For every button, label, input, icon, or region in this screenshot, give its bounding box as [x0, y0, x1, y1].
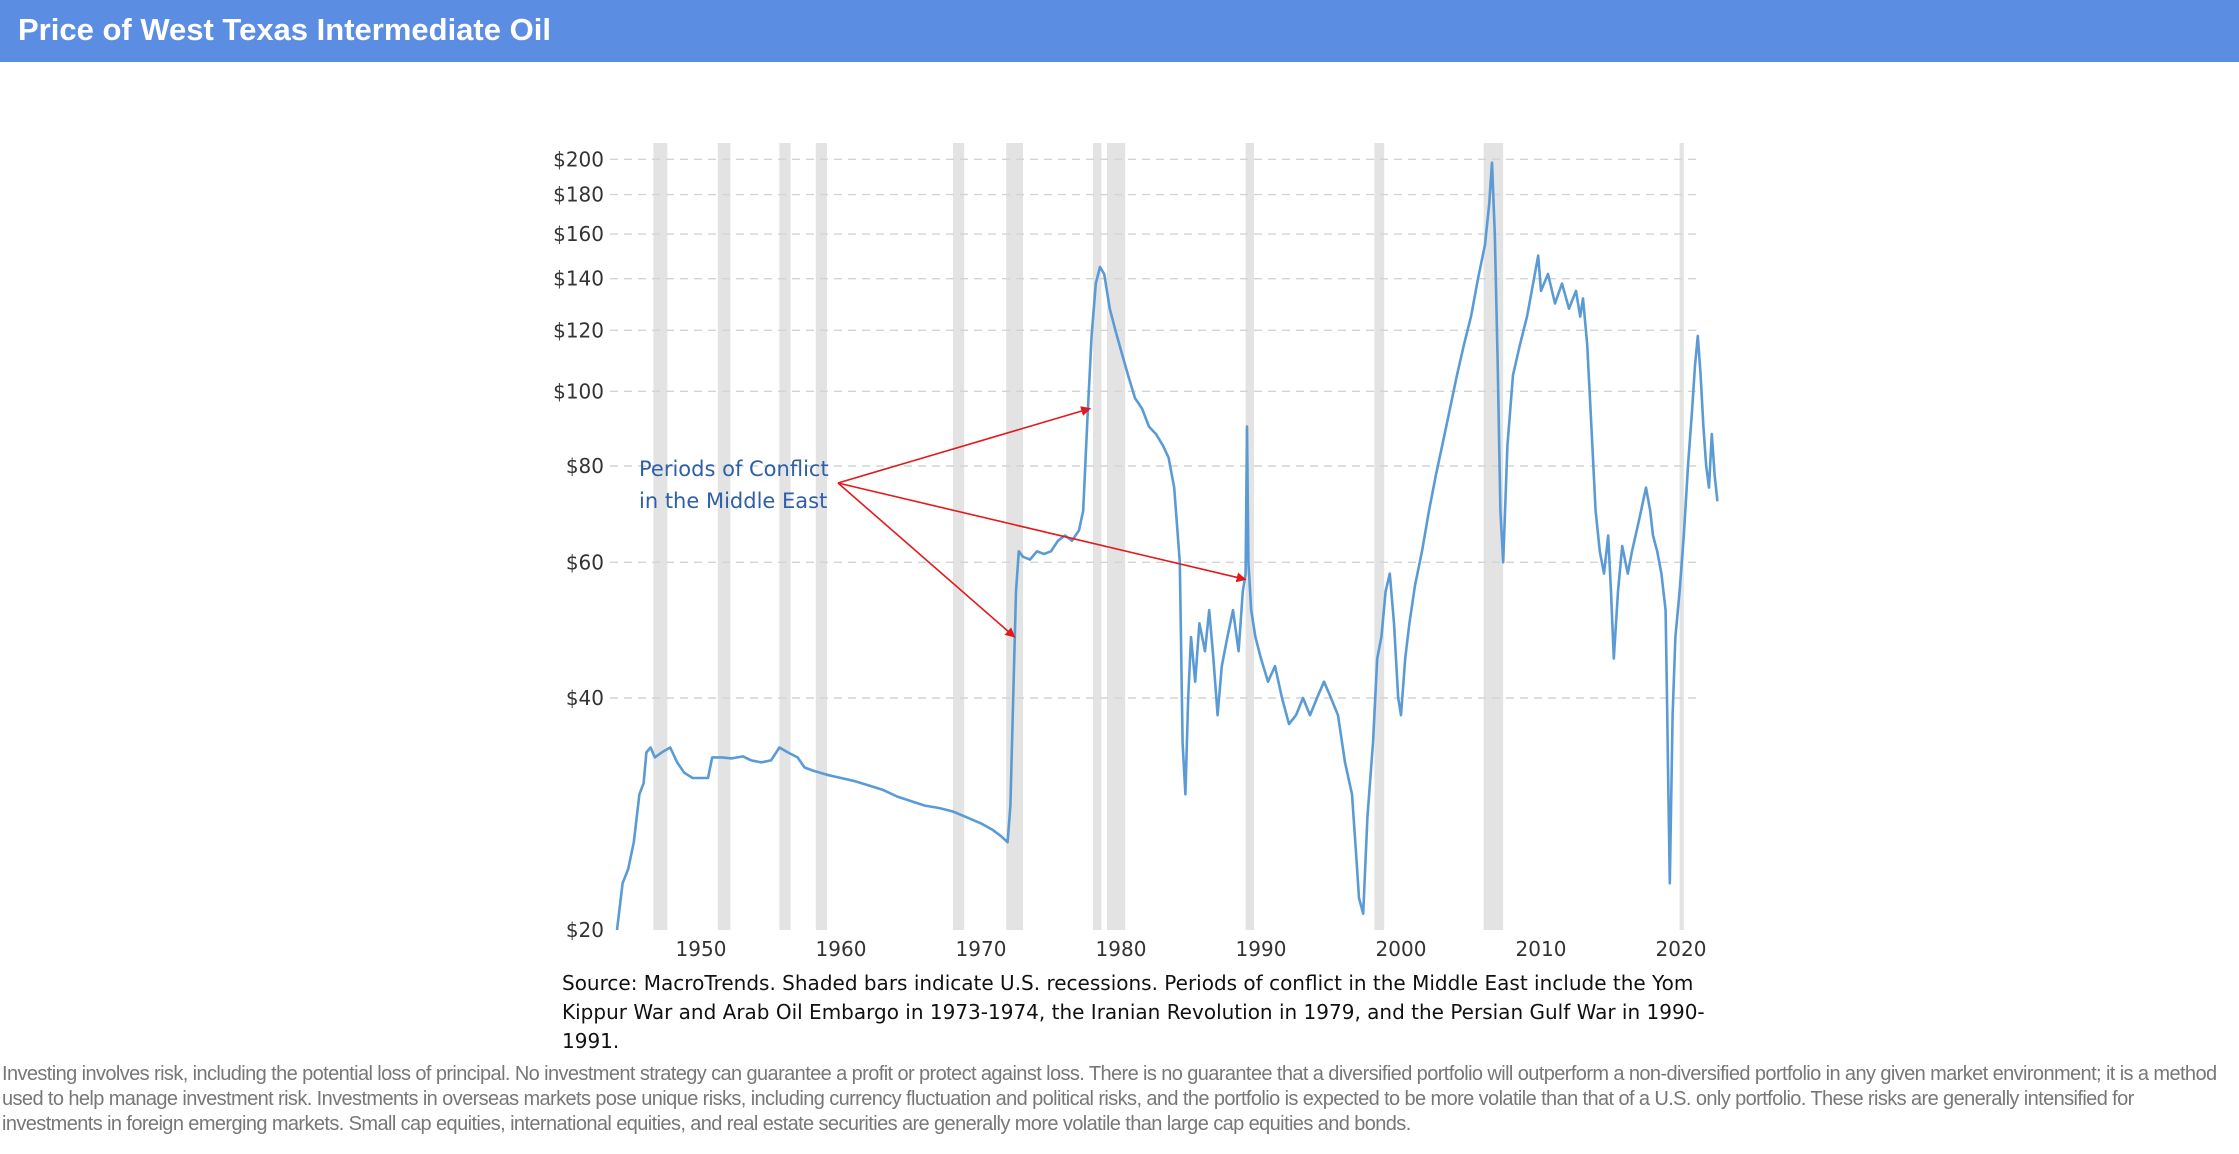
chart-source-caption: Source: MacroTrends. Shaded bars indicat… — [562, 971, 1705, 1053]
disclaimer-text: Investing involves risk, including the p… — [2, 1063, 2217, 1135]
y-tick-label-140: $140 — [553, 267, 604, 291]
recession-band-9 — [1245, 143, 1254, 930]
x-tick-label-1980: 1980 — [1096, 937, 1147, 961]
y-tick-label-180: $180 — [553, 183, 604, 207]
recession-band-1 — [653, 143, 668, 930]
conflict-arrows — [837, 406, 1247, 638]
x-tick-label-1970: 1970 — [956, 937, 1007, 961]
x-tick-label-1990: 1990 — [1236, 937, 1287, 961]
recession-band-6 — [1006, 143, 1023, 930]
conflict-annotation-line1: Periods of Conflict — [639, 457, 829, 481]
recession-band-4 — [815, 143, 827, 930]
y-tick-label-200: $200 — [553, 147, 604, 171]
arrow-gulf-war — [837, 482, 1247, 583]
recession-band-8 — [1107, 143, 1126, 930]
y-tick-label-80: $80 — [566, 454, 604, 478]
page-title: Price of West Texas Intermediate Oil — [18, 12, 551, 47]
recession-bands — [653, 143, 1684, 930]
recession-band-2 — [717, 143, 731, 930]
y-tick-label-120: $120 — [553, 318, 604, 342]
header-bar: Price of West Texas Intermediate Oil — [0, 0, 2239, 62]
y-tick-label-60: $60 — [566, 550, 604, 574]
recession-band-3 — [779, 143, 791, 930]
recession-band-11 — [1483, 143, 1504, 930]
x-tick-label-2020: 2020 — [1656, 937, 1707, 961]
gridlines — [610, 158, 1700, 699]
recession-band-7 — [1093, 143, 1102, 930]
series-line-wti-price — [615, 161, 1719, 931]
x-tick-label-2010: 2010 — [1516, 937, 1567, 961]
x-tick-label-2000: 2000 — [1376, 937, 1427, 961]
y-axis-ticks: $20 $40 $60 $80 $100 $120 $140 $160 $180 $200 — [553, 147, 604, 942]
x-tick-label-1950: 1950 — [676, 937, 727, 961]
y-tick-label-40: $40 — [566, 686, 604, 710]
y-tick-label-160: $160 — [553, 222, 604, 246]
recession-band-12 — [1679, 143, 1684, 930]
y-tick-label-20: $20 — [566, 918, 604, 942]
recession-band-5 — [953, 143, 965, 930]
x-axis-ticks: 1950 1960 1970 1980 1990 2000 2010 2020 — [676, 937, 1707, 961]
y-tick-label-100: $100 — [553, 379, 604, 403]
recession-band-10 — [1374, 143, 1385, 930]
arrow-yom-kippur — [837, 482, 1016, 638]
x-tick-label-1960: 1960 — [816, 937, 867, 961]
arrow-iranian-revolution — [837, 406, 1092, 484]
conflict-annotation-line2: in the Middle East — [639, 489, 827, 513]
